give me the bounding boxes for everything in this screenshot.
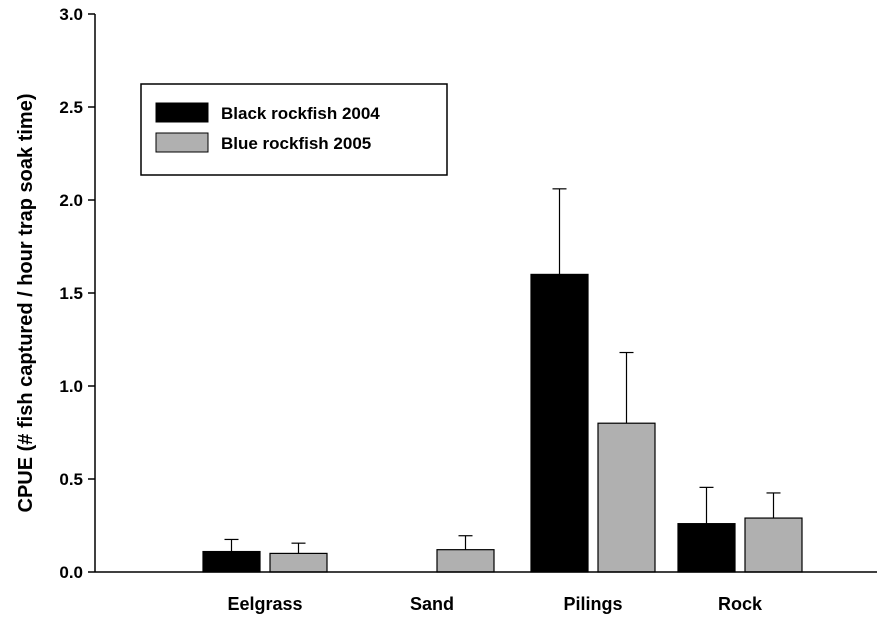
error-bars <box>224 188 781 554</box>
x-axis-labels: Eelgrass Sand Pilings Rock <box>227 594 763 614</box>
y-tick-label: 1.0 <box>59 377 83 396</box>
legend-label-black-rockfish: Black rockfish 2004 <box>221 104 380 123</box>
y-tick-label: 1.5 <box>59 284 83 303</box>
bar-blue-rockfish-pilings <box>597 422 656 573</box>
bar-black-rockfish-pilings <box>530 273 589 573</box>
y-tick-label: 0.5 <box>59 470 83 489</box>
bar-blue-rockfish-sand <box>436 549 495 573</box>
legend-label-blue-rockfish: Blue rockfish 2005 <box>221 134 371 153</box>
x-tick-label-pilings: Pilings <box>563 594 622 614</box>
y-tick-label: 2.0 <box>59 191 83 210</box>
y-tick-label: 0.0 <box>59 563 83 582</box>
bar-blue-rockfish-rock <box>744 517 803 573</box>
bars <box>202 273 803 573</box>
bar-black-rockfish-rock <box>677 523 736 573</box>
x-tick-label-eelgrass: Eelgrass <box>227 594 302 614</box>
legend-box <box>140 83 448 176</box>
y-axis-ticks: 0.0 0.5 1.0 1.5 2.0 2.5 3.0 <box>59 5 95 582</box>
y-tick-label: 3.0 <box>59 5 83 24</box>
legend: Black rockfish 2004 Blue rockfish 2005 <box>140 83 448 176</box>
x-tick-label-rock: Rock <box>718 594 763 614</box>
legend-swatch-black-rockfish <box>155 102 209 123</box>
x-tick-label-sand: Sand <box>410 594 454 614</box>
y-axis-title: CPUE (# fish captured / hour trap soak t… <box>15 94 37 513</box>
bar-black-rockfish-eelgrass <box>202 550 261 573</box>
bar-blue-rockfish-eelgrass <box>269 552 328 573</box>
legend-swatch-blue-rockfish <box>155 132 209 153</box>
y-tick-label: 2.5 <box>59 98 83 117</box>
